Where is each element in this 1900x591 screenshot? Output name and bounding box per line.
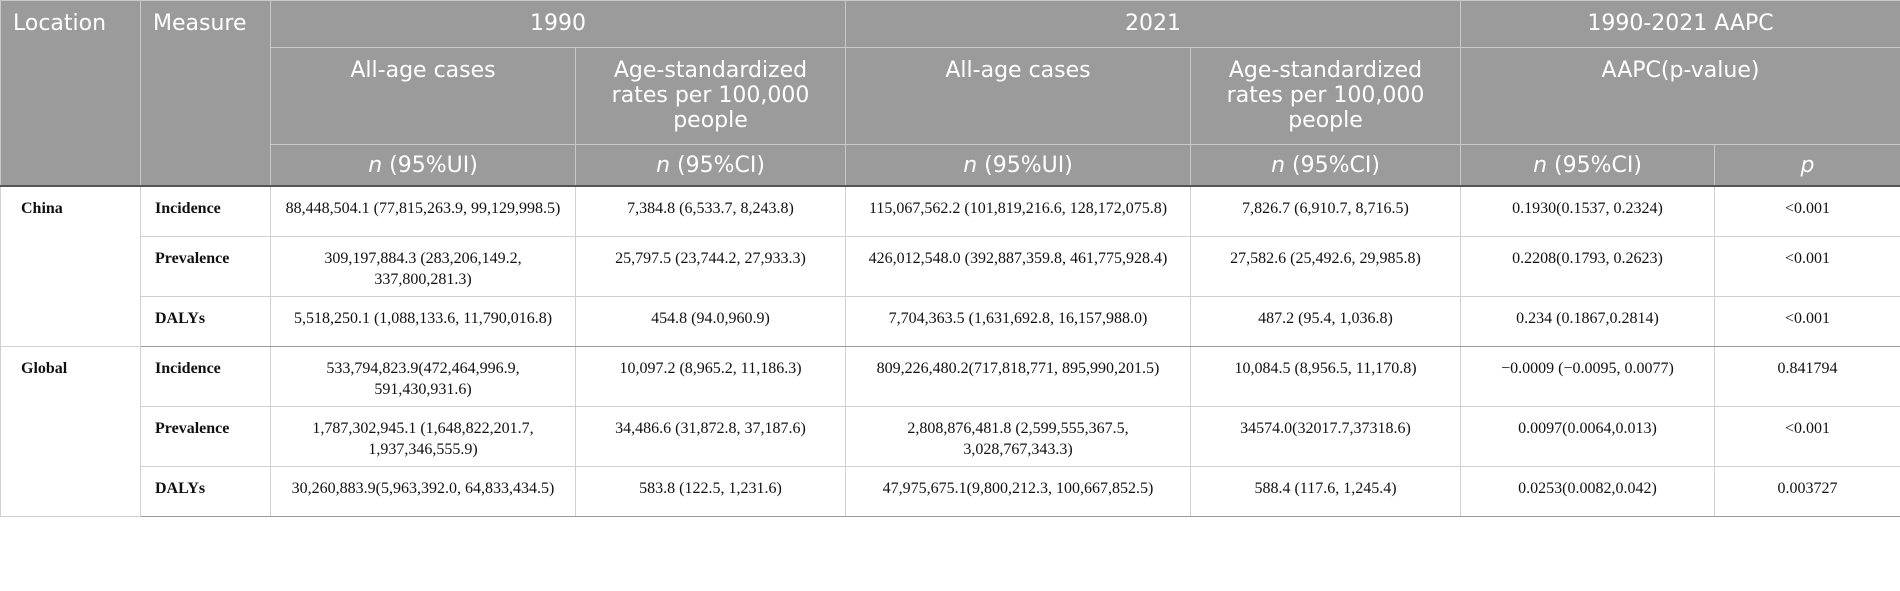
measure-cell: DALYs bbox=[140, 465, 271, 517]
header-2021-cases-unit: n (95%UI) bbox=[845, 144, 1191, 187]
measure-cell: Incidence bbox=[140, 345, 271, 407]
rate-1990-cell: 10,097.2 (8,965.2, 11,186.3) bbox=[575, 345, 846, 407]
p-value-cell: 0.841794 bbox=[1714, 345, 1900, 407]
header-measure: Measure bbox=[140, 0, 271, 187]
measure-cell: Incidence bbox=[140, 185, 271, 237]
header-aapc-group: 1990-2021 AAPC bbox=[1460, 0, 1900, 48]
rate-2021-cell: 588.4 (117.6, 1,245.4) bbox=[1190, 465, 1461, 517]
cases-1990-cell: 30,260,883.9(5,963,392.0, 64,833,434.5) bbox=[270, 465, 576, 517]
n-symbol: n bbox=[963, 152, 978, 178]
cases-2021-cell: 809,226,480.2(717,818,771, 895,990,201.5… bbox=[845, 345, 1191, 407]
rate-2021-cell: 7,826.7 (6,910.7, 8,716.5) bbox=[1190, 185, 1461, 237]
ci-label: (95%CI) bbox=[677, 152, 765, 178]
aapc-cell: 0.234 (0.1867,0.2814) bbox=[1460, 295, 1715, 347]
rate-1990-cell: 583.8 (122.5, 1,231.6) bbox=[575, 465, 846, 517]
header-1990-age-std-rates: Age-standardized rates per 100,000 peopl… bbox=[575, 47, 846, 145]
header-1990-rate-unit: n (95%CI) bbox=[575, 144, 846, 187]
header-p: p bbox=[1714, 144, 1900, 187]
cases-1990-cell: 533,794,823.9(472,464,996.9, 591,430,931… bbox=[270, 345, 576, 407]
cases-2021-cell: 7,704,363.5 (1,631,692.8, 16,157,988.0) bbox=[845, 295, 1191, 347]
header-1990-all-age-cases: All-age cases bbox=[270, 47, 576, 145]
cases-2021-cell: 426,012,548.0 (392,887,359.8, 461,775,92… bbox=[845, 235, 1191, 297]
p-value-cell: <0.001 bbox=[1714, 235, 1900, 297]
header-location: Location bbox=[0, 0, 141, 187]
aapc-cell: 0.1930(0.1537, 0.2324) bbox=[1460, 185, 1715, 237]
n-symbol: n bbox=[1533, 152, 1548, 178]
p-value-cell: <0.001 bbox=[1714, 405, 1900, 467]
rate-2021-cell: 34574.0(32017.7,37318.6) bbox=[1190, 405, 1461, 467]
p-symbol: p bbox=[1800, 152, 1815, 178]
ui-label: (95%UI) bbox=[389, 152, 478, 178]
cases-1990-cell: 88,448,504.1 (77,815,263.9, 99,129,998.5… bbox=[270, 185, 576, 237]
header-2021-age-std-rates: Age-standardized rates per 100,000 peopl… bbox=[1190, 47, 1461, 145]
rate-1990-cell: 25,797.5 (23,744.2, 27,933.3) bbox=[575, 235, 846, 297]
rate-1990-cell: 34,486.6 (31,872.8, 37,187.6) bbox=[575, 405, 846, 467]
rate-1990-cell: 454.8 (94.0,960.9) bbox=[575, 295, 846, 347]
cases-2021-cell: 47,975,675.1(9,800,212.3, 100,667,852.5) bbox=[845, 465, 1191, 517]
header-1990-cases-unit: n (95%UI) bbox=[270, 144, 576, 187]
table-row: Global Incidence 533,794,823.9(472,464,9… bbox=[0, 345, 1900, 517]
table-row: Prevalence 309,197,884.3 (283,206,149.2,… bbox=[1, 235, 1900, 297]
cases-1990-cell: 309,197,884.3 (283,206,149.2, 337,800,28… bbox=[270, 235, 576, 297]
ci-label: (95%CI) bbox=[1292, 152, 1380, 178]
ci-label: (95%CI) bbox=[1554, 152, 1642, 178]
rate-2021-cell: 10,084.5 (8,956.5, 11,170.8) bbox=[1190, 345, 1461, 407]
aapc-cell: −0.0009 (−0.0095, 0.0077) bbox=[1460, 345, 1715, 407]
cases-2021-cell: 115,067,562.2 (101,819,216.6, 128,172,07… bbox=[845, 185, 1191, 237]
cases-1990-cell: 5,518,250.1 (1,088,133.6, 11,790,016.8) bbox=[270, 295, 576, 347]
table-row: DALYs 30,260,883.9(5,963,392.0, 64,833,4… bbox=[1, 465, 1900, 517]
header-year-2021: 2021 bbox=[845, 0, 1461, 48]
aapc-cell: 0.2208(0.1793, 0.2623) bbox=[1460, 235, 1715, 297]
rate-2021-cell: 487.2 (95.4, 1,036.8) bbox=[1190, 295, 1461, 347]
header-2021-rate-unit: n (95%CI) bbox=[1190, 144, 1461, 187]
table-row: China Incidence 88,448,504.1 (77,815,263… bbox=[0, 185, 1900, 347]
aapc-cell: 0.0097(0.0064,0.013) bbox=[1460, 405, 1715, 467]
rate-2021-cell: 27,582.6 (25,492.6, 29,985.8) bbox=[1190, 235, 1461, 297]
rate-1990-cell: 7,384.8 (6,533.7, 8,243.8) bbox=[575, 185, 846, 237]
p-value-cell: <0.001 bbox=[1714, 185, 1900, 237]
n-symbol: n bbox=[1271, 152, 1286, 178]
measure-cell: Prevalence bbox=[140, 235, 271, 297]
ui-label: (95%UI) bbox=[984, 152, 1073, 178]
aapc-cell: 0.0253(0.0082,0.042) bbox=[1460, 465, 1715, 517]
cases-2021-cell: 2,808,876,481.8 (2,599,555,367.5, 3,028,… bbox=[845, 405, 1191, 467]
header-aapc-pvalue: AAPC(p-value) bbox=[1460, 47, 1900, 145]
n-symbol: n bbox=[368, 152, 383, 178]
data-table: Location Measure 1990 2021 1990-2021 AAP… bbox=[0, 0, 1900, 517]
table-row: Prevalence 1,787,302,945.1 (1,648,822,20… bbox=[1, 405, 1900, 467]
measure-cell: Prevalence bbox=[140, 405, 271, 467]
header-aapc-unit: n (95%CI) bbox=[1460, 144, 1715, 187]
location-cell: China bbox=[0, 185, 141, 347]
header-year-1990: 1990 bbox=[270, 0, 846, 48]
measure-cell: DALYs bbox=[140, 295, 271, 347]
n-symbol: n bbox=[656, 152, 671, 178]
header-2021-all-age-cases: All-age cases bbox=[845, 47, 1191, 145]
table-row: DALYs 5,518,250.1 (1,088,133.6, 11,790,0… bbox=[1, 295, 1900, 347]
p-value-cell: 0.003727 bbox=[1714, 465, 1900, 517]
p-value-cell: <0.001 bbox=[1714, 295, 1900, 347]
location-cell: Global bbox=[0, 345, 141, 517]
cases-1990-cell: 1,787,302,945.1 (1,648,822,201.7, 1,937,… bbox=[270, 405, 576, 467]
